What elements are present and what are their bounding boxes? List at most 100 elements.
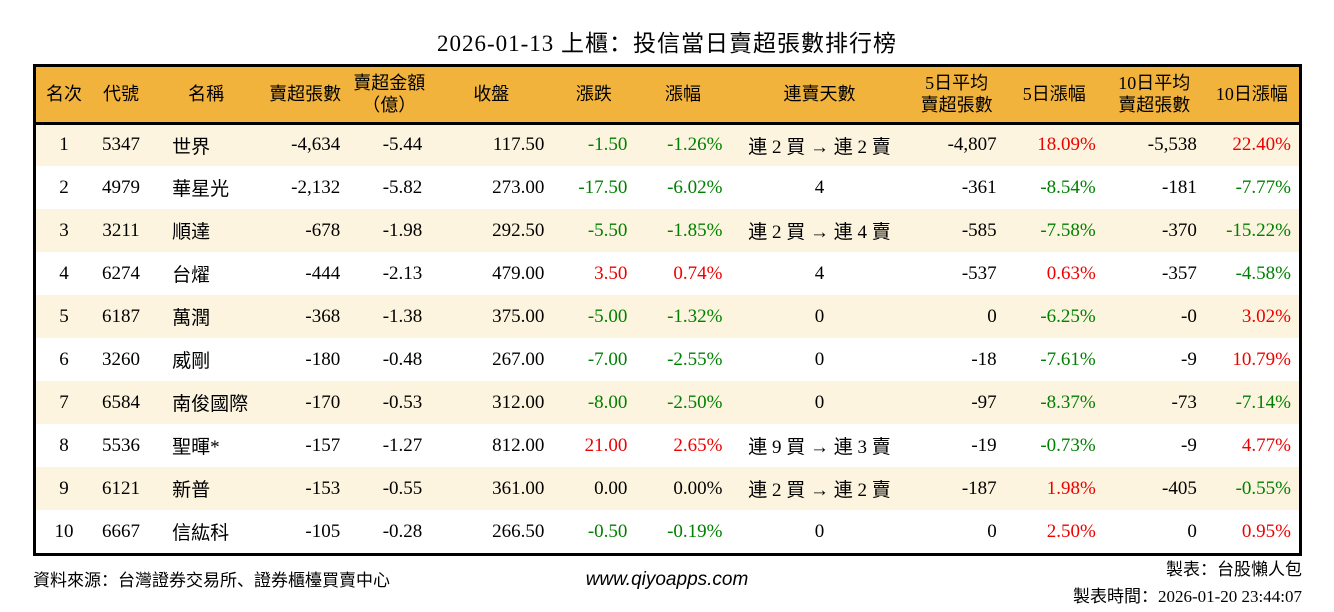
cell-rank: 10 (54, 520, 74, 542)
cell-name: 威剛 (172, 351, 211, 372)
cell-streak: 0 (814, 348, 825, 370)
cell-pct5: -0.73% (1040, 434, 1096, 456)
cell-code: 6121 (102, 477, 141, 499)
cell-sell_volume: -157 (305, 434, 341, 456)
table-row: 8 5536 聖暉* -157 -1.27 812.00 21.00 2.65% 連 9 買 →… (36, 424, 1299, 467)
cell-change_pct: -2.50% (667, 391, 723, 413)
cell-sell_amount: -0.53 (382, 391, 423, 413)
cell-change_pct: -6.02% (667, 176, 723, 198)
cell-avg5: -537 (961, 262, 997, 284)
cell-streak: 4 (814, 176, 825, 198)
cell-close: 361.00 (492, 477, 545, 499)
cell-code: 3260 (102, 348, 141, 370)
table-row: 3 3211 順達 -678 -1.98 292.50 -5.50 -1.85% 連 2 買 →… (36, 209, 1299, 252)
ranking-table-container: 名次 代號 名稱 賣超張數 賣超金額 （億） 收盤 漲跌 漲幅 連賣天數 5日平均 賣超張數 5日漲… (33, 64, 1302, 556)
cell-change: -5.50 (587, 219, 628, 241)
cell-code: 6274 (102, 262, 141, 284)
cell-streak: 連 2 買 → 連 2 賣 (748, 136, 891, 158)
table-row: 7 6584 南俊國際 -170 -0.53 312.00 -8.00 -2.50% 0 -97 -… (36, 381, 1299, 424)
cell-change: -7.00 (587, 348, 628, 370)
cell-avg5: -187 (961, 477, 997, 499)
table-row: 9 6121 新普 -153 -0.55 361.00 0.00 0.00% 連 2 買 → 連… (36, 467, 1299, 510)
cell-close: 479.00 (492, 262, 545, 284)
cell-rank: 5 (59, 305, 69, 327)
cell-close: 267.00 (492, 348, 545, 370)
cell-sell_amount: -0.55 (382, 477, 423, 499)
cell-streak: 連 2 買 → 連 4 賣 (748, 222, 891, 243)
cell-sell_amount: -5.82 (382, 176, 423, 198)
cell-sell_amount: -0.28 (382, 520, 423, 542)
cell-name: 順達 (172, 222, 211, 243)
cell-rank: 9 (59, 477, 69, 499)
cell-code: 6667 (102, 520, 141, 542)
cell-close: 266.50 (492, 520, 545, 542)
cell-change: -1.50 (587, 134, 628, 156)
cell-pct10: -7.14% (1235, 391, 1291, 413)
header-row: 名次 代號 名稱 賣超張數 賣超金額 （億） 收盤 漲跌 漲幅 連賣天數 5日平均 賣超張數 5日漲… (36, 67, 1299, 123)
table-row: 1 5347 世界 -4,634 -5.44 117.50 -1.50 -1.26% 連 2 買… (36, 123, 1299, 166)
cell-change_pct: -2.55% (667, 348, 723, 370)
cell-avg5: -97 (971, 391, 997, 413)
cell-change_pct: 2.65% (673, 434, 723, 456)
cell-name: 萬潤 (172, 308, 211, 329)
ranking-table-body: 1 5347 世界 -4,634 -5.44 117.50 -1.50 -1.26% 連 2 買… (36, 123, 1299, 553)
cell-change_pct: -1.26% (667, 134, 723, 156)
cell-avg5: 0 (987, 520, 997, 542)
cell-sell_volume: -153 (305, 477, 341, 499)
maker-line: 製表：台股懶人包 (1166, 560, 1302, 579)
cell-change: 21.00 (584, 434, 628, 456)
cell-close: 273.00 (492, 176, 545, 198)
cell-sell_volume: -368 (305, 305, 341, 327)
cell-avg5: -4,807 (947, 134, 997, 156)
cell-avg10: -0 (1181, 305, 1197, 327)
cell-pct5: 2.50% (1046, 520, 1096, 542)
cell-pct10: -4.58% (1235, 262, 1291, 284)
cell-name: 南俊國際 (172, 394, 249, 415)
cell-close: 375.00 (492, 305, 545, 327)
cell-change_pct: -0.19% (667, 520, 723, 542)
column-header-sell_amount: 賣超金額 （億） (353, 72, 426, 116)
cell-avg5: -361 (961, 176, 997, 198)
cell-rank: 4 (59, 262, 69, 284)
cell-change: -0.50 (587, 520, 628, 542)
cell-pct5: -7.58% (1040, 219, 1096, 241)
cell-code: 6584 (102, 391, 141, 413)
cell-rank: 6 (59, 348, 69, 370)
cell-avg5: -18 (971, 348, 997, 370)
column-header-code: 代號 (103, 84, 140, 104)
cell-code: 5347 (102, 134, 141, 156)
ranking-table: 名次 代號 名稱 賣超張數 賣超金額 （億） 收盤 漲跌 漲幅 連賣天數 5日平均 賣超張數 5日漲… (36, 67, 1299, 553)
cell-sell_volume: -2,132 (291, 176, 341, 198)
cell-avg10: -73 (1171, 391, 1197, 413)
table-row: 6 3260 威剛 -180 -0.48 267.00 -7.00 -2.55% 0 -18 -7.… (36, 338, 1299, 381)
column-header-rank: 名次 (46, 84, 83, 104)
table-row: 2 4979 華星光 -2,132 -5.82 273.00 -17.50 -6.02% 4 -3… (36, 166, 1299, 209)
cell-streak: 0 (814, 305, 825, 327)
cell-code: 3211 (102, 219, 140, 241)
column-header-avg10: 10日平均 賣超張數 (1118, 72, 1191, 116)
cell-close: 292.50 (492, 219, 545, 241)
cell-avg5: 0 (987, 305, 997, 327)
column-header-change: 漲跌 (575, 84, 612, 104)
cell-pct5: 1.98% (1046, 477, 1096, 499)
cell-sell_amount: -1.98 (382, 219, 423, 241)
cell-rank: 3 (59, 219, 69, 241)
cell-close: 812.00 (492, 434, 545, 456)
column-header-close: 收盤 (473, 84, 510, 104)
cell-avg10: 0 (1187, 520, 1197, 542)
cell-rank: 1 (59, 134, 69, 156)
column-header-change_pct: 漲幅 (664, 84, 701, 104)
cell-change_pct: -1.85% (667, 219, 723, 241)
cell-pct10: 22.40% (1232, 134, 1291, 156)
cell-avg10: -357 (1162, 262, 1197, 284)
table-row: 4 6274 台燿 -444 -2.13 479.00 3.50 0.74% 4 -537 0.63… (36, 252, 1299, 295)
cell-close: 117.50 (492, 134, 545, 156)
report-credits: 製表：台股懶人包 製表時間：2026-01-20 23:44:07 (1073, 556, 1302, 610)
website-url: www.qiyoapps.com (585, 569, 749, 590)
cell-avg5: -19 (971, 434, 997, 456)
cell-rank: 2 (59, 176, 69, 198)
cell-avg10: -9 (1181, 348, 1197, 370)
cell-name: 世界 (172, 136, 211, 158)
cell-code: 4979 (102, 176, 141, 198)
cell-streak: 0 (814, 520, 825, 542)
